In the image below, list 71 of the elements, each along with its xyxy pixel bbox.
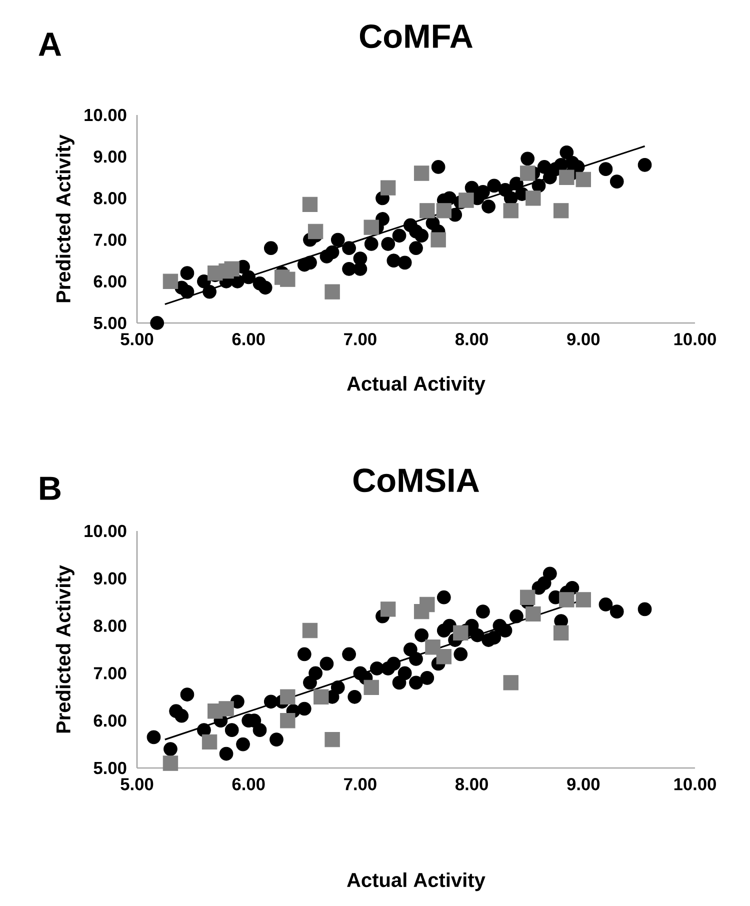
point [364,680,379,696]
point [420,596,435,612]
x-tick-label: 7.00 [344,333,376,346]
point [202,734,218,750]
point [218,701,234,716]
point [436,203,452,218]
point [162,756,178,771]
point [458,192,474,208]
x-tick-label: 8.00 [455,778,488,790]
chart-title: CoMSIA [353,468,480,492]
point [280,689,296,704]
point [302,622,318,638]
point [436,649,452,664]
x-tick-label: 9.00 [567,778,600,790]
point [526,606,541,622]
y-tick-label: 7.00 [94,234,126,246]
point [553,625,569,641]
point [380,180,396,196]
y-tick-label: 5.00 [94,762,126,774]
point [280,712,296,728]
x-tick-label: 9.00 [567,333,600,346]
point [324,284,340,300]
y-tick-label: 6.00 [94,275,126,288]
point [425,640,440,655]
point [576,592,591,608]
point [559,170,574,185]
point [503,203,518,218]
y-axis-title: Predicted Activity [56,565,74,733]
y-tick-label: 10.00 [84,108,126,122]
y-tick-label: 9.00 [94,150,126,163]
x-tick-label: 5.00 [120,333,154,346]
point [453,625,468,641]
y-tick-label: 7.00 [94,667,126,680]
point [576,172,591,188]
point [520,590,536,605]
point [308,224,324,240]
point [380,602,396,617]
y-tick-label: 6.00 [94,714,126,727]
x-tick-label: 7.00 [344,778,376,790]
point [503,675,518,690]
x-tick-label: 10.00 [674,333,716,346]
point [553,203,569,218]
x-tick-label: 6.00 [232,333,265,346]
text: B [40,476,60,500]
text: A [38,32,62,56]
point [314,689,329,704]
x-tick-label: 6.00 [232,778,265,790]
y-tick-label: 8.00 [94,620,126,632]
point [224,261,240,277]
point [414,166,430,181]
x-axis-title: Actual Activity [347,376,486,395]
x-tick-label: 10.00 [674,778,716,790]
point [520,166,536,181]
y-axis-title: Predicted Activity [56,134,74,302]
point [324,732,340,748]
y-tick-label: 8.00 [94,192,126,204]
point [559,592,574,608]
chart-title: CoMFA [360,24,473,48]
point [430,232,446,248]
y-tick-label: 10.00 [84,524,126,538]
point [302,196,318,212]
y-tick-label: 5.00 [94,316,126,330]
x-tick-label: 5.00 [120,778,154,790]
x-tick-label: 8.00 [455,333,488,346]
y-tick-label: 9.00 [94,572,126,585]
point [162,274,178,289]
point [280,272,296,287]
x-axis-title: Actual Activity [347,872,486,892]
point [364,220,379,235]
point [420,203,435,218]
point [526,190,541,206]
